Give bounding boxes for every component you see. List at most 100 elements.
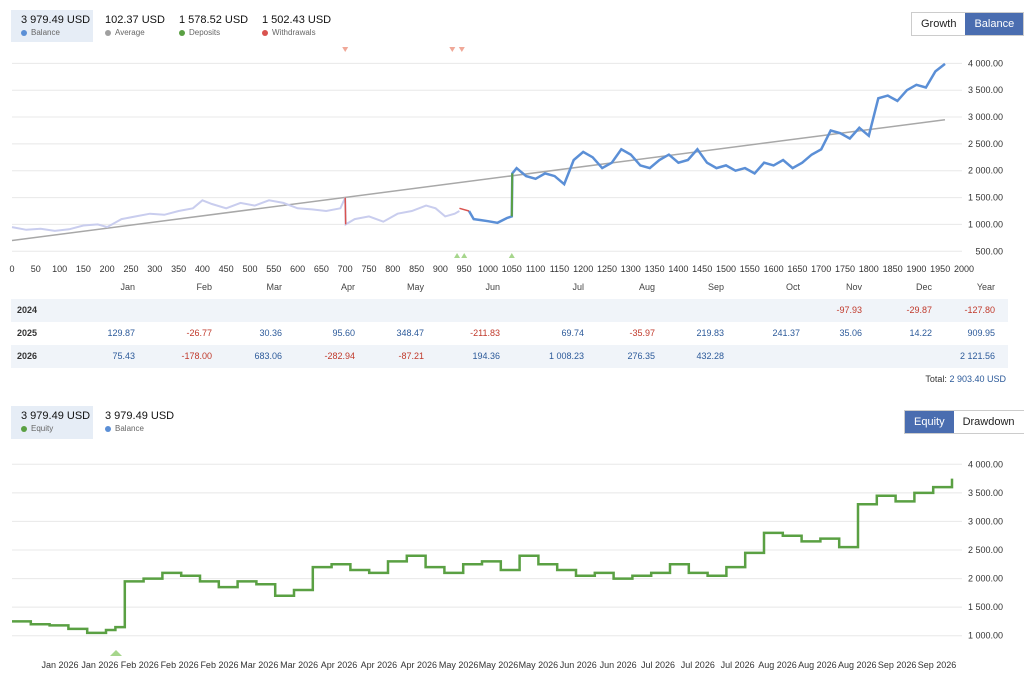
x-tick-label: May 2026	[519, 660, 559, 670]
x-tick-label: 650	[314, 264, 329, 274]
stat-value: 3 979.49 USD	[105, 410, 175, 422]
equity-button[interactable]: Equity	[905, 411, 954, 433]
month-header: Mar	[266, 282, 283, 292]
x-tick-label: 1150	[550, 264, 569, 274]
monthly-returns-table: Jan Feb Mar Apr May Jun Jul Aug Sep Oct Nov Dec Year…	[11, 276, 1008, 368]
month-value: 1 008.23	[548, 351, 584, 361]
drawdown-button[interactable]: Drawdown	[953, 411, 1024, 433]
withdrawal-mark	[459, 207, 470, 212]
month-value: 219.83	[696, 328, 724, 338]
x-tick-label: Jun 2026	[600, 660, 637, 670]
x-tick-label: May 2026	[439, 660, 479, 670]
x-tick-label: Feb 2026	[121, 660, 159, 670]
stat-balance[interactable]: 3 979.49 USD Balance	[11, 10, 93, 42]
row-year: 2025	[17, 328, 38, 338]
stat-deposits[interactable]: 1 578.52 USD Deposits	[169, 10, 258, 42]
month-header: Aug	[638, 282, 655, 292]
month-header: Apr	[340, 282, 355, 292]
x-tick-label: 350	[171, 264, 186, 274]
month-value	[285, 299, 355, 322]
withdrawal-marker-icon	[449, 47, 456, 52]
x-tick-label: 450	[219, 264, 234, 274]
x-tick-label: 400	[195, 264, 210, 274]
month-header: Nov	[845, 282, 862, 292]
x-tick-label: 700	[338, 264, 353, 274]
stat-label: Equity	[31, 424, 54, 433]
table-row: 2026 75.43 -178.00 683.06 -282.94 -87.21 194.3…	[11, 345, 1008, 368]
x-tick-label: 1300	[621, 264, 641, 274]
x-tick-label: 0	[9, 264, 14, 274]
month-value	[430, 299, 500, 322]
month-header: Jul	[572, 282, 584, 292]
month-value: 683.06	[254, 351, 282, 361]
growth-button[interactable]: Growth	[912, 13, 966, 35]
x-tick-label: Apr 2026	[361, 660, 398, 670]
withdrawal-marker-icon	[342, 47, 349, 52]
x-tick-label: Jan 2026	[41, 660, 78, 670]
stat-average[interactable]: 102.37 USD Average	[95, 10, 175, 42]
stat-value: 3 979.49 USD	[21, 14, 91, 26]
stat-balance-bottom[interactable]: 3 979.49 USD Balance	[95, 406, 184, 438]
month-value	[354, 299, 424, 322]
month-value	[212, 299, 282, 322]
month-value	[65, 299, 135, 322]
x-tick-label: 500	[242, 264, 257, 274]
x-tick-label: 600	[290, 264, 305, 274]
month-value: 69.74	[561, 328, 584, 338]
y-tick-label: 3 500.00	[968, 488, 1003, 498]
balance-button[interactable]: Balance	[965, 13, 1024, 35]
month-header: Year	[976, 282, 995, 292]
y-tick-label: 2 000.00	[968, 574, 1003, 584]
deposit-marker-icon	[461, 253, 468, 258]
stat-value: 1 502.43 USD	[262, 14, 332, 26]
deposit-marker-icon	[454, 253, 461, 258]
deposit-marker-icon	[508, 253, 515, 258]
x-tick-label: 1750	[835, 264, 855, 274]
month-value	[730, 345, 800, 368]
month-value: 75.43	[112, 351, 135, 361]
month-value	[585, 299, 655, 322]
month-header: Feb	[196, 282, 212, 292]
total-label: Total:	[925, 374, 947, 384]
stat-value: 1 578.52 USD	[179, 14, 249, 26]
month-value: -127.80	[964, 305, 995, 315]
y-tick-label: 4 000.00	[968, 459, 1003, 469]
stat-label: Average	[115, 28, 145, 37]
bottom-view-toggle: Equity Drawdown	[904, 410, 1024, 434]
month-value: 909.95	[967, 328, 995, 338]
stat-label: Withdrawals	[272, 28, 316, 37]
stat-label: Deposits	[189, 28, 221, 37]
y-tick-label: 1 500.00	[968, 602, 1003, 612]
x-tick-label: Aug 2026	[758, 660, 797, 670]
month-value: 194.36	[472, 351, 500, 361]
month-value	[792, 345, 862, 368]
month-header: Jun	[485, 282, 500, 292]
total-row: Total: 2 903.40 USD	[925, 374, 1006, 384]
y-tick-label: 1 000.00	[968, 219, 1003, 229]
x-tick-label: Jun 2026	[560, 660, 597, 670]
legend-dot-icon	[21, 426, 27, 432]
stat-withdrawals[interactable]: 1 502.43 USD Withdrawals	[252, 10, 341, 42]
y-tick-label: 2 500.00	[968, 545, 1003, 555]
month-value: -97.93	[836, 305, 862, 315]
y-tick-label: 1 000.00	[968, 631, 1003, 641]
x-tick-label: 1200	[573, 264, 593, 274]
x-tick-label: Jul 2026	[641, 660, 675, 670]
withdrawal-marker-icon	[458, 47, 465, 52]
x-tick-label: 1400	[668, 264, 688, 274]
stat-equity[interactable]: 3 979.49 USD Equity	[11, 406, 93, 439]
x-tick-label: 1450	[692, 264, 712, 274]
row-year: 2026	[17, 351, 38, 361]
x-tick-label: 50	[31, 264, 41, 274]
x-tick-label: 1600	[764, 264, 784, 274]
legend-dot-icon	[179, 30, 185, 36]
x-tick-label: 1000	[478, 264, 498, 274]
x-tick-label: Mar 2026	[240, 660, 278, 670]
x-tick-label: 900	[433, 264, 448, 274]
x-tick-label: 1950	[930, 264, 950, 274]
x-tick-label: 1900	[906, 264, 926, 274]
top-view-toggle: Growth Balance	[911, 12, 1024, 36]
month-header: Jan	[120, 282, 135, 292]
x-tick-label: 100	[52, 264, 67, 274]
x-tick-label: Apr 2026	[401, 660, 438, 670]
